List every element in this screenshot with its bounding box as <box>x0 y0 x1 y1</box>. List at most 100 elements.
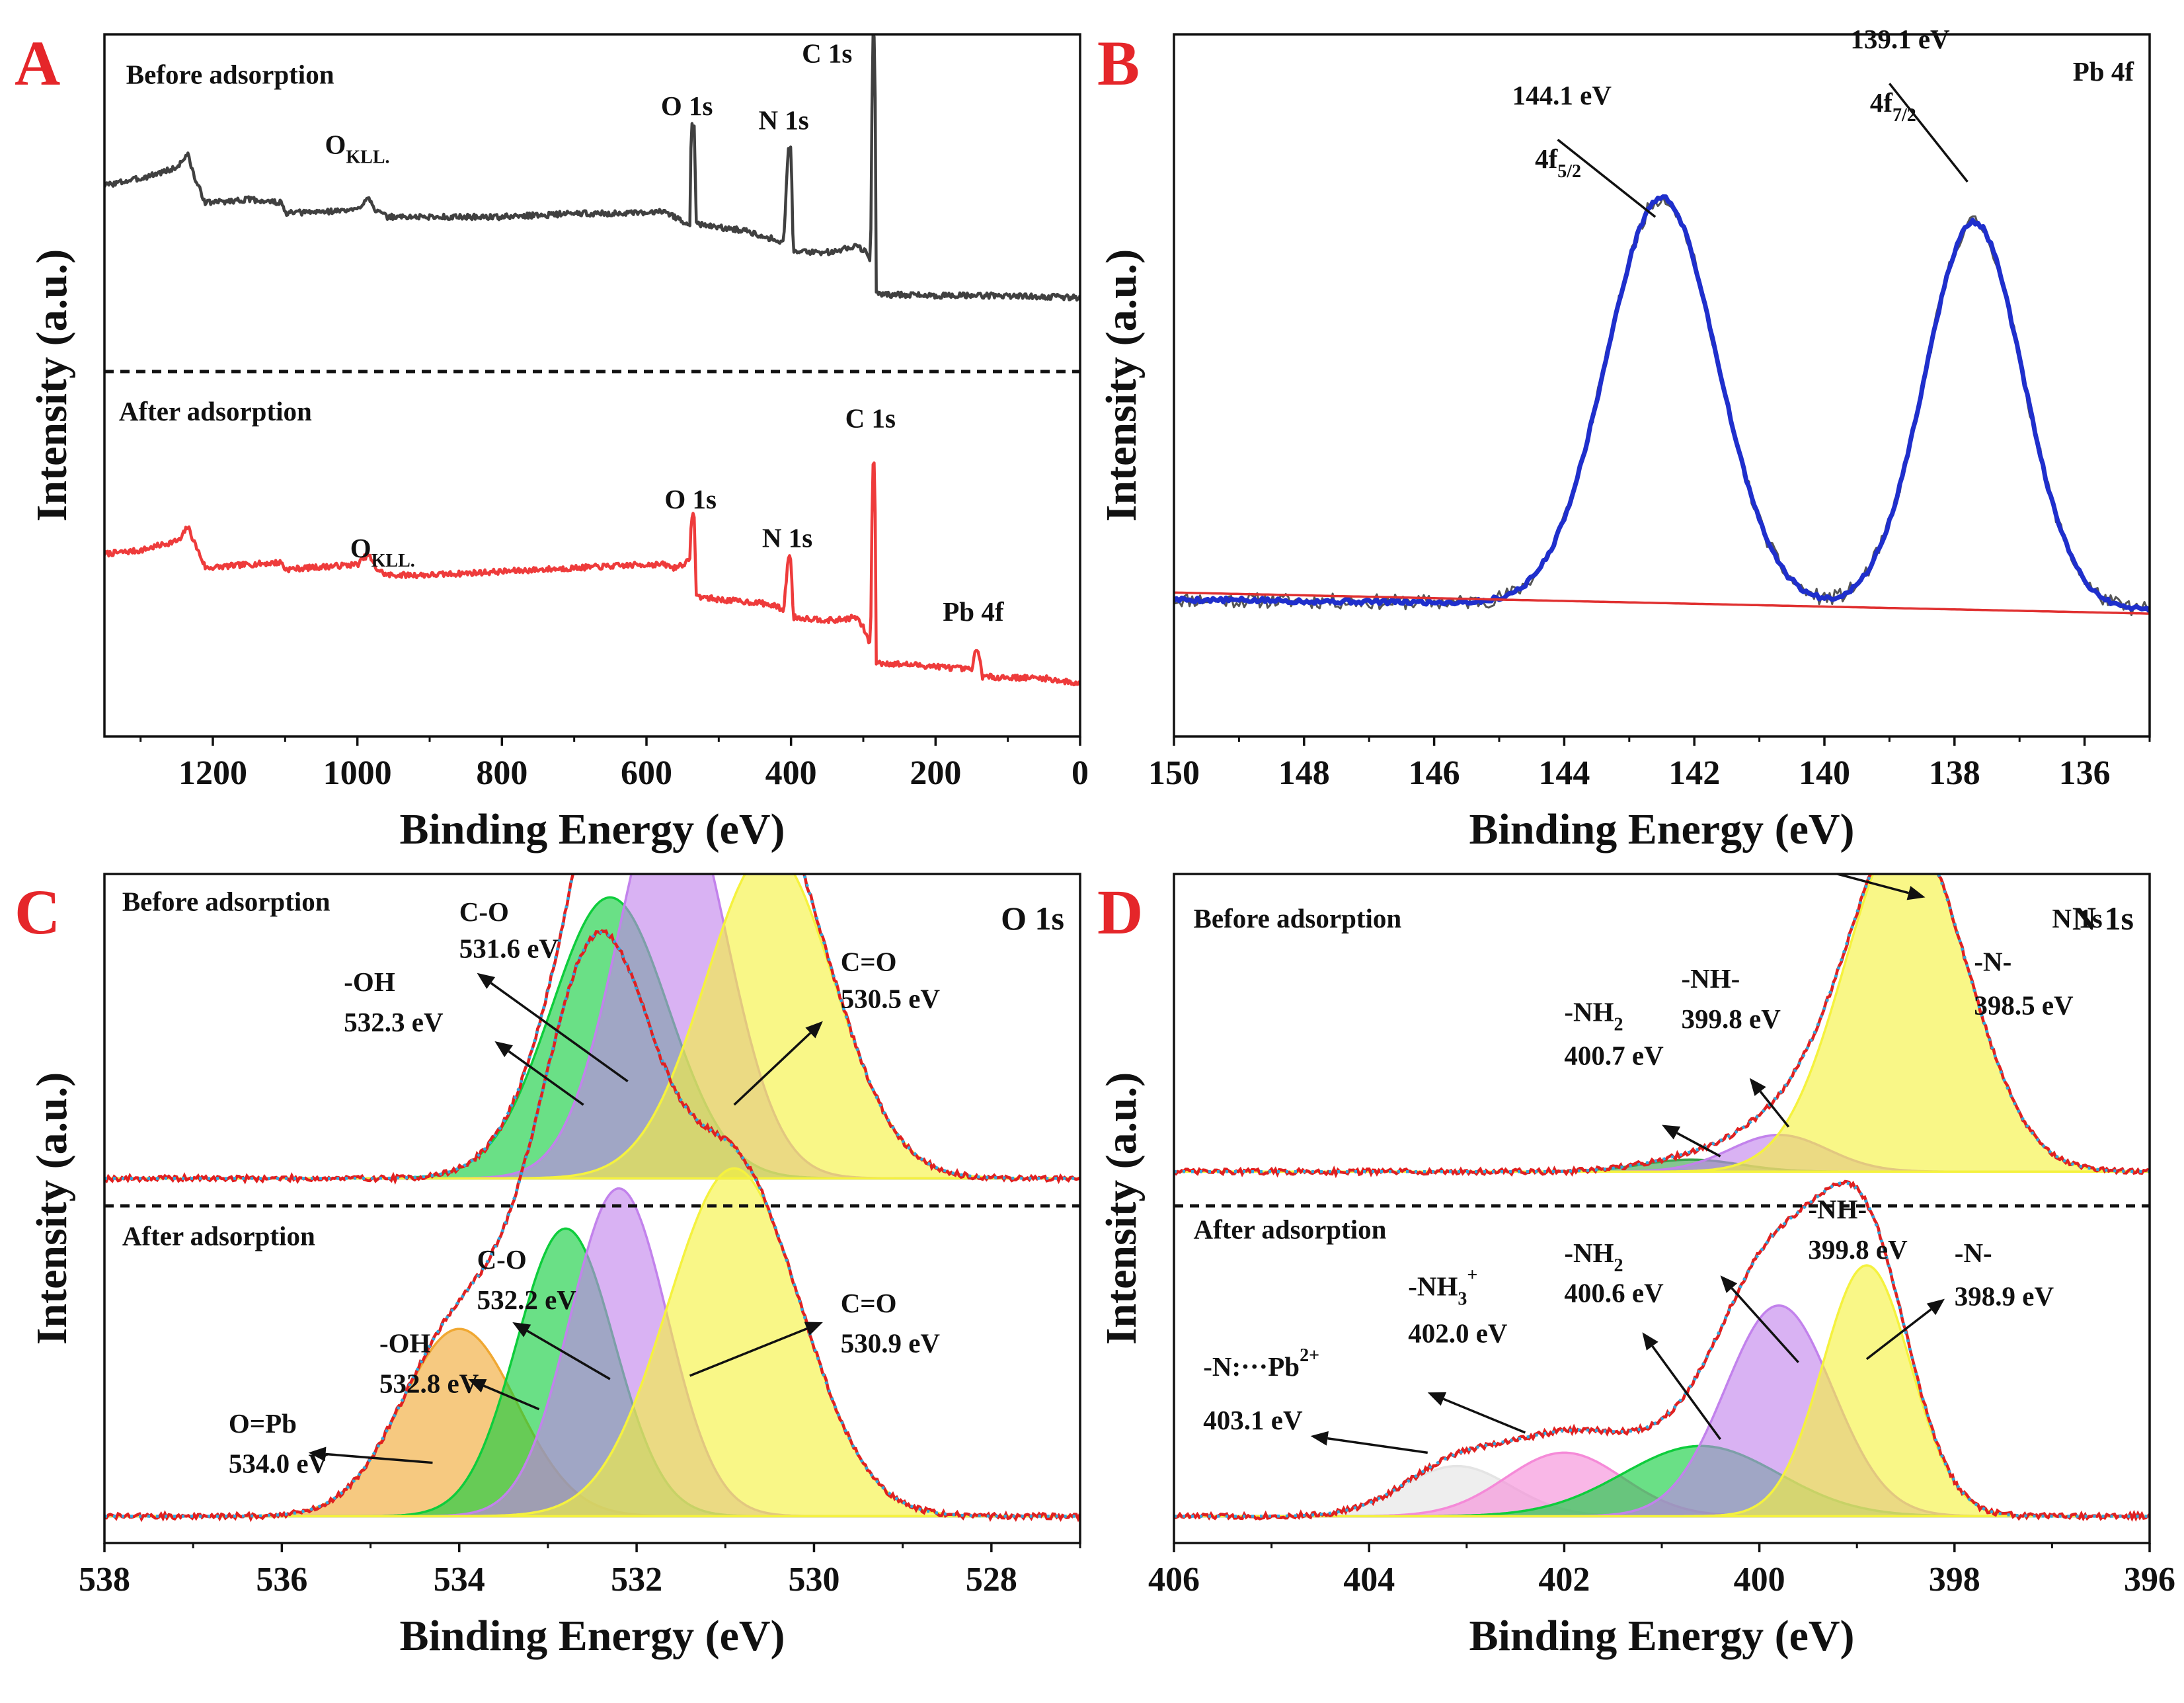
annotation-label: O 1s <box>664 484 717 514</box>
x-tick-label: 528 <box>966 1561 1017 1599</box>
x-tick-label: 398 <box>1929 1561 1980 1599</box>
annotation-label: 398.5 eV <box>1974 990 2074 1021</box>
x-tick-label: 144 <box>1538 754 1590 792</box>
annotation-label: 532.3 eV <box>344 1007 444 1037</box>
x-tick-label: 1200 <box>178 754 247 792</box>
axes-frame <box>1173 33 2151 738</box>
annotation-label: 4f5/2 <box>1535 143 1581 182</box>
annotation-label: 532.2 eV <box>477 1285 577 1315</box>
annotation-label: 530.9 eV <box>841 1328 941 1359</box>
annotation-label: -OH <box>379 1328 431 1359</box>
annotation-arrow <box>1731 1287 1799 1363</box>
arrow-head <box>804 1322 823 1335</box>
survey-line-before <box>104 34 1080 302</box>
plot-area <box>1174 194 2150 616</box>
y-axis-label: Intensity (a.u.) <box>28 249 76 522</box>
annotation-label: N 1s <box>2052 903 2102 933</box>
x-axis-label: Binding Energy (eV) <box>1469 1612 1854 1660</box>
fit-envelope-dotted <box>104 931 1080 1518</box>
x-axis-label: Binding Energy (eV) <box>1469 805 1854 853</box>
annotation-label: -NH- <box>1682 963 1740 994</box>
annotation-label: -OH <box>344 967 395 997</box>
x-tick-label: 532 <box>611 1561 662 1599</box>
survey-line-after <box>104 461 1080 687</box>
x-tick-label: 530 <box>788 1561 839 1599</box>
x-tick-label: 200 <box>910 754 961 792</box>
plot-area <box>104 874 1080 1523</box>
annotation-label: -N:···Pb2+ <box>1203 1345 1319 1382</box>
annotation-label: C 1s <box>845 403 896 434</box>
raw-spectrum-line <box>1174 196 2150 616</box>
annotation-arrow <box>526 1329 611 1380</box>
x-tick-label: 600 <box>621 754 672 792</box>
annotation-label: -NH2 <box>1564 1238 1623 1276</box>
annotation-label: 400.6 eV <box>1564 1278 1664 1308</box>
x-tick-label: 138 <box>1929 754 1980 792</box>
annotation-label: Pb 4f <box>943 596 1005 627</box>
component-peak <box>1174 1264 2150 1518</box>
annotation-label: 398.9 eV <box>1955 1281 2054 1312</box>
panel-letter-d: D <box>1097 877 1143 947</box>
x-tick-label: 396 <box>2124 1561 2175 1599</box>
annotation-arrow <box>325 1452 433 1464</box>
annotation-label: Before adsorption <box>122 887 331 917</box>
x-tick-label: 142 <box>1668 754 1720 792</box>
annotation-label: C-O <box>477 1244 527 1275</box>
panel-title: Pb 4f <box>2073 56 2135 87</box>
annotation-label: C-O <box>459 896 509 927</box>
annotation-label: O 1s <box>661 91 713 121</box>
annotation-label: Before adsorption <box>1194 903 1402 933</box>
raw-envelope-line <box>104 874 1080 1185</box>
annotation-arrow <box>1889 83 1969 183</box>
arrow-head <box>1662 1125 1681 1140</box>
arrow-head <box>1720 1275 1738 1293</box>
fit-envelope-dotted <box>1174 874 2150 1173</box>
fit-envelope-line <box>1174 194 2150 614</box>
arrow-head <box>1642 1332 1658 1351</box>
annotation-label: After adsorption <box>1194 1214 1387 1245</box>
x-tick-label: 400 <box>1734 1561 1785 1599</box>
annotation-label: 139.1 eV <box>1850 24 1950 54</box>
panel-c: 538 536 534 532 530 528 Binding Energy (eV) Int… <box>28 873 1081 1660</box>
annotation-label: After adsorption <box>119 396 312 426</box>
x-tick-label: 402 <box>1538 1561 1590 1599</box>
arrow-head <box>477 972 496 989</box>
annotation-label: 144.1 eV <box>1512 80 1612 110</box>
arrow-head <box>512 1322 531 1337</box>
y-axis-label: Intensity (a.u.) <box>1097 249 1146 522</box>
annotation-label: -N- <box>1955 1238 1992 1268</box>
fit-envelope-dotted <box>1174 1181 2150 1518</box>
annotation-label: 402.0 eV <box>1408 1318 1508 1348</box>
arrow-head <box>308 1446 327 1462</box>
x-tick-label: 148 <box>1278 754 1330 792</box>
x-axis-label: Binding Energy (eV) <box>399 1612 785 1660</box>
axes-frame <box>103 873 1081 1544</box>
annotation-label: 4f7/2 <box>1870 87 1916 126</box>
arrow-head <box>1427 1392 1446 1406</box>
arrow-head <box>1749 1078 1766 1096</box>
plot-area <box>104 34 1080 687</box>
panel-letter-a: A <box>15 28 60 99</box>
y-axis-label: Intensity (a.u.) <box>28 1072 76 1345</box>
x-tick-label: 534 <box>434 1561 485 1599</box>
annotation-label: After adsorption <box>122 1221 315 1251</box>
y-axis-label: Intensity (a.u.) <box>1097 1072 1146 1345</box>
panel-b: 150 148 146 144 142 140 138 136 Binding Energy (… <box>1097 24 2151 853</box>
annotation-label: N 1s <box>758 104 808 135</box>
annotation-arrow <box>1676 1132 1721 1158</box>
annotation-label: 400.7 eV <box>1564 1040 1664 1070</box>
annotation-label: 532.8 eV <box>379 1368 479 1398</box>
annotation-label: C=O <box>841 947 897 977</box>
x-tick-label: 136 <box>2059 754 2111 792</box>
arrow-head <box>468 1379 487 1393</box>
arrow-head <box>1926 1298 1945 1316</box>
annotation-label: -N- <box>1974 947 2011 977</box>
annotation-arrow <box>508 1050 584 1106</box>
annotation-label: 403.1 eV <box>1203 1405 1303 1435</box>
arrow-head <box>1906 886 1926 900</box>
annotation-label: C=O <box>841 1288 897 1318</box>
x-axis-label: Binding Energy (eV) <box>399 805 785 853</box>
x-tick-label: 538 <box>79 1561 130 1599</box>
arrow-head <box>805 1021 823 1039</box>
